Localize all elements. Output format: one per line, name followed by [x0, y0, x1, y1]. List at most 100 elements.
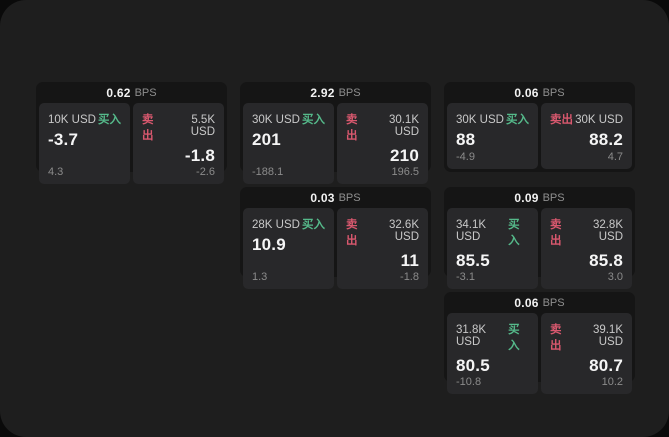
sell-panel-top: 卖出 39.1K USD: [550, 321, 623, 353]
buy-notional: 34.1K USD: [456, 219, 487, 243]
bps-value: 0.06: [514, 85, 539, 100]
buy-panel[interactable]: 30K USD 买入 88 -4.9: [447, 103, 538, 169]
quote-card: 0.03 BPS 28K USD 买入 10.9 1.3 卖出 32.6K US…: [240, 187, 431, 289]
bps-value: 2.92: [310, 85, 335, 100]
bps-value: 0.06: [514, 295, 539, 310]
sell-delta: 10.2: [601, 376, 623, 388]
buy-price: 80.5: [456, 356, 490, 375]
sell-delta: -2.6: [196, 166, 215, 178]
bps-value: 0.09: [514, 190, 539, 205]
sell-panel-top: 卖出 30K USD: [550, 111, 623, 127]
quote-card: 0.06 BPS 30K USD 买入 88 -4.9 卖出 30K USD 8…: [444, 82, 635, 172]
buy-side-label: 买入: [508, 324, 520, 352]
sell-panel[interactable]: 卖出 30K USD 88.2 4.7: [541, 103, 632, 169]
buy-panel[interactable]: 31.8K USD 买入 80.5 -10.8: [447, 313, 538, 394]
card-header: 0.62 BPS: [36, 82, 227, 103]
buy-sell-panels: 34.1K USD 买入 85.5 -3.1 卖出 32.8K USD 85.8…: [444, 208, 635, 292]
buy-delta: -188.1: [252, 166, 284, 178]
card-header: 2.92 BPS: [240, 82, 431, 103]
buy-side-label: 买入: [508, 219, 520, 247]
sell-panel-top: 卖出 32.8K USD: [550, 216, 623, 248]
buy-delta: 1.3: [252, 271, 268, 283]
bps-value: 0.62: [106, 85, 131, 100]
sell-panel[interactable]: 卖出 5.5K USD -1.8 -2.6: [133, 103, 224, 184]
sell-notional: 32.6K USD: [388, 219, 419, 243]
buy-side-label: 买入: [506, 114, 529, 126]
quote-card: 2.92 BPS 30K USD 买入 201 -188.1 卖出 30.1K …: [240, 82, 431, 184]
buy-panel[interactable]: 10K USD 买入 -3.7 4.3: [39, 103, 130, 184]
quote-card: 0.62 BPS 10K USD 买入 -3.7 4.3 卖出 5.5K USD…: [36, 82, 227, 184]
bps-unit-label: BPS: [542, 86, 565, 99]
sell-side-label: 卖出: [346, 219, 358, 247]
buy-delta: 4.3: [48, 166, 64, 178]
sell-side-label: 卖出: [550, 219, 562, 247]
sell-side-label: 卖出: [142, 114, 154, 142]
buy-panel[interactable]: 34.1K USD 买入 85.5 -3.1: [447, 208, 538, 289]
sell-notional: 32.8K USD: [592, 219, 623, 243]
buy-price: 10.9: [252, 235, 286, 254]
bps-unit-label: BPS: [338, 86, 361, 99]
sell-notional: 5.5K USD: [190, 114, 215, 138]
bps-unit-label: BPS: [134, 86, 157, 99]
sell-price: 88.2: [589, 130, 623, 149]
sell-price: -1.8: [184, 146, 215, 165]
buy-side-label: 买入: [302, 114, 325, 126]
buy-sell-panels: 28K USD 买入 10.9 1.3 卖出 32.6K USD 11 -1.8: [240, 208, 431, 292]
buy-notional: 31.8K USD: [456, 324, 487, 348]
buy-notional: 30K USD: [456, 114, 504, 126]
sell-price: 85.8: [589, 251, 623, 270]
sell-panel-top: 卖出 5.5K USD: [142, 111, 215, 143]
sell-panel[interactable]: 卖出 32.8K USD 85.8 3.0: [541, 208, 632, 289]
buy-panel-top: 10K USD 买入: [48, 111, 121, 127]
sell-panel[interactable]: 卖出 32.6K USD 11 -1.8: [337, 208, 428, 289]
buy-notional: 30K USD: [252, 114, 300, 126]
buy-side-label: 买入: [98, 114, 121, 126]
sell-price: 80.7: [589, 356, 623, 375]
buy-panel-top: 30K USD 买入: [252, 111, 325, 127]
buy-sell-panels: 31.8K USD 买入 80.5 -10.8 卖出 39.1K USD 80.…: [444, 313, 635, 397]
buy-panel[interactable]: 28K USD 买入 10.9 1.3: [243, 208, 334, 289]
buy-panel-top: 34.1K USD 买入: [456, 216, 529, 248]
bps-unit-label: BPS: [542, 191, 565, 204]
buy-notional: 10K USD: [48, 114, 96, 126]
bps-value: 0.03: [310, 190, 335, 205]
bps-unit-label: BPS: [338, 191, 361, 204]
sell-side-label: 卖出: [550, 114, 573, 126]
buy-panel-top: 30K USD 买入: [456, 111, 529, 127]
buy-price: 201: [252, 130, 281, 149]
buy-price: 88: [456, 130, 476, 149]
sell-panel-top: 卖出 30.1K USD: [346, 111, 419, 143]
bps-unit-label: BPS: [542, 296, 565, 309]
buy-sell-panels: 10K USD 买入 -3.7 4.3 卖出 5.5K USD -1.8 -2.…: [36, 103, 227, 187]
buy-panel[interactable]: 30K USD 买入 201 -188.1: [243, 103, 334, 184]
quote-card: 0.06 BPS 31.8K USD 买入 80.5 -10.8 卖出 39.1…: [444, 292, 635, 394]
sell-delta: 4.7: [607, 151, 623, 163]
buy-sell-panels: 30K USD 买入 88 -4.9 卖出 30K USD 88.2 4.7: [444, 103, 635, 172]
buy-side-label: 买入: [302, 219, 325, 231]
card-header: 0.06 BPS: [444, 82, 635, 103]
buy-notional: 28K USD: [252, 219, 300, 231]
sell-delta: 196.5: [391, 166, 419, 178]
card-header: 0.06 BPS: [444, 292, 635, 313]
sell-side-label: 卖出: [550, 324, 562, 352]
buy-panel-top: 28K USD 买入: [252, 216, 325, 232]
buy-price: -3.7: [48, 130, 79, 149]
sell-delta: 3.0: [607, 271, 623, 283]
sell-side-label: 卖出: [346, 114, 358, 142]
card-header: 0.09 BPS: [444, 187, 635, 208]
buy-panel-top: 31.8K USD 买入: [456, 321, 529, 353]
sell-delta: -1.8: [400, 271, 419, 283]
sell-notional: 39.1K USD: [592, 324, 623, 348]
sell-notional: 30.1K USD: [388, 114, 419, 138]
quote-card: 0.09 BPS 34.1K USD 买入 85.5 -3.1 卖出 32.8K…: [444, 187, 635, 289]
card-header: 0.03 BPS: [240, 187, 431, 208]
sell-panel[interactable]: 卖出 30.1K USD 210 196.5: [337, 103, 428, 184]
sell-price: 11: [400, 251, 419, 270]
sell-price: 210: [390, 146, 419, 165]
sell-notional: 30K USD: [575, 114, 623, 126]
sell-panel-top: 卖出 32.6K USD: [346, 216, 419, 248]
sell-panel[interactable]: 卖出 39.1K USD 80.7 10.2: [541, 313, 632, 394]
buy-delta: -4.9: [456, 151, 475, 163]
buy-delta: -10.8: [456, 376, 482, 388]
